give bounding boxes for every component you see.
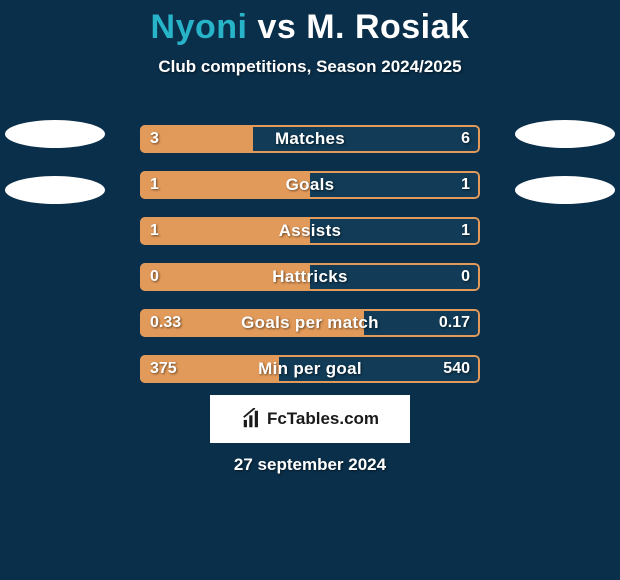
player-b-name: M. Rosiak	[306, 8, 469, 46]
stat-label: Goals per match	[140, 313, 480, 333]
stat-label: Min per goal	[140, 359, 480, 379]
stat-label: Hattricks	[140, 267, 480, 287]
brand-logo-box: FcTables.com	[210, 395, 410, 443]
stat-bar-row: 00Hattricks	[140, 263, 480, 291]
player-a-name: Nyoni	[151, 8, 248, 46]
stat-bar-row: 0.330.17Goals per match	[140, 309, 480, 337]
subtitle: Club competitions, Season 2024/2025	[0, 57, 620, 77]
avatar-placeholder	[515, 120, 615, 148]
right-avatar-column	[510, 120, 620, 204]
stat-bar-row: 11Assists	[140, 217, 480, 245]
avatar-placeholder	[5, 120, 105, 148]
brand-logo-text: FcTables.com	[267, 409, 379, 429]
snapshot-date: 27 september 2024	[0, 455, 620, 475]
avatar-placeholder	[515, 176, 615, 204]
comparison-infographic: Nyoni vs M. Rosiak Club competitions, Se…	[0, 0, 620, 580]
title: Nyoni vs M. Rosiak	[0, 0, 620, 47]
chart-icon	[241, 408, 263, 430]
stat-bars: 36Matches 11Goals 11Assists 00Hattricks 0.33…	[140, 125, 480, 383]
stat-bar-row: 36Matches	[140, 125, 480, 153]
left-avatar-column	[0, 120, 110, 204]
stat-label: Matches	[140, 129, 480, 149]
avatar-placeholder	[5, 176, 105, 204]
vs-text: vs	[257, 8, 296, 46]
stat-label: Assists	[140, 221, 480, 241]
stat-label: Goals	[140, 175, 480, 195]
stat-bar-row: 375540Min per goal	[140, 355, 480, 383]
stat-bar-row: 11Goals	[140, 171, 480, 199]
